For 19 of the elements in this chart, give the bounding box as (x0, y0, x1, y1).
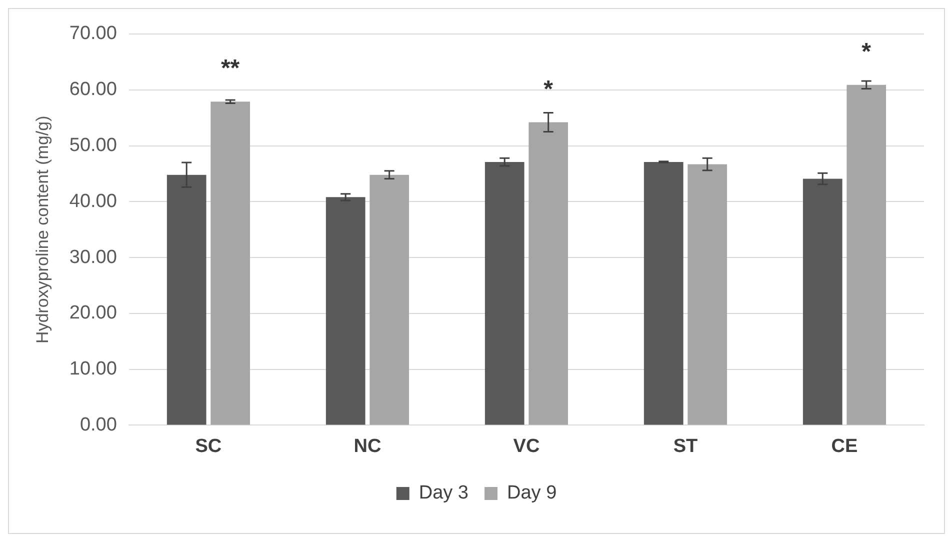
annotation: * (862, 38, 872, 66)
y-tick-label: 30.00 (69, 246, 117, 268)
x-tick-label: SC (195, 436, 222, 457)
x-tick-label: ST (673, 436, 698, 457)
annotation: ** (220, 55, 240, 82)
x-tick-label: CE (831, 436, 858, 457)
y-tick-label: 40.00 (69, 190, 117, 212)
y-tick-label: 60.00 (69, 79, 117, 100)
x-tick-label: NC (354, 436, 382, 457)
x-tick-label: VC (513, 436, 540, 457)
y-axis-title: Hydroxyproline content (mg/g) (32, 116, 52, 344)
annotation: * (544, 76, 554, 103)
y-tick-label: 0.00 (80, 414, 117, 436)
y-tick-label: 20.00 (69, 302, 117, 324)
y-tick-label: 50.00 (69, 135, 117, 156)
legend-label: Day 3 (418, 482, 469, 504)
y-tick-label: 70.00 (69, 23, 117, 44)
y-tick-label: 10.00 (69, 358, 117, 380)
legend-label: Day 9 (507, 482, 557, 504)
